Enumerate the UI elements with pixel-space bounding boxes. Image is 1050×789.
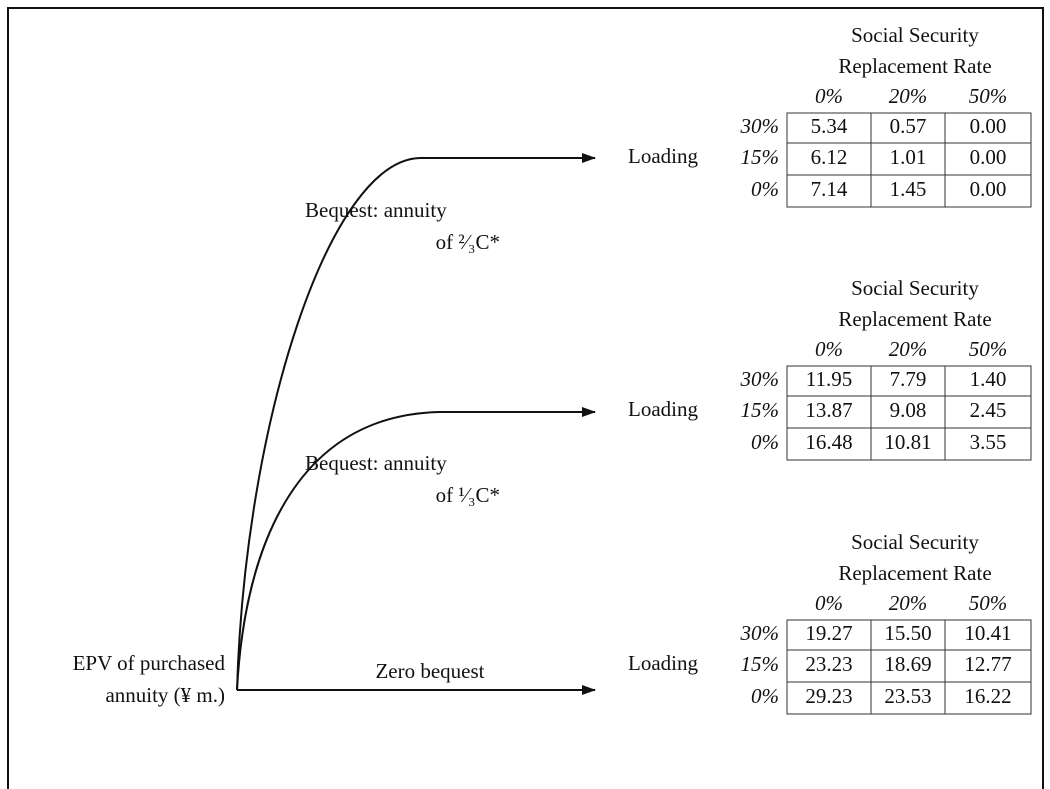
table-title: Social Security xyxy=(851,276,979,300)
cell-value: 5.34 xyxy=(811,114,848,138)
branch-label: Bequest: annuity xyxy=(305,198,447,222)
cell-value: 23.23 xyxy=(805,652,852,676)
table-cell xyxy=(944,681,1032,715)
cell-value: 23.53 xyxy=(884,684,931,708)
row-label: 30% xyxy=(740,114,780,138)
cell-value: 6.12 xyxy=(811,145,848,169)
cell-value: 1.40 xyxy=(970,367,1007,391)
column-header: 0% xyxy=(815,337,843,361)
cell-value: 0.00 xyxy=(970,145,1007,169)
content: Bequest: annuity of ²⁄₃C* Loading Social Se… xyxy=(305,23,1032,715)
table-title: Social Security xyxy=(851,23,979,47)
branch-label: of ²⁄₃C* xyxy=(436,230,500,254)
branch-arrow xyxy=(236,153,596,691)
cell-value: 3.55 xyxy=(970,430,1007,454)
cell-value: 0.00 xyxy=(970,177,1007,201)
column-header: 20% xyxy=(889,84,928,108)
row-label: 15% xyxy=(741,398,780,422)
column-header: 50% xyxy=(969,337,1008,361)
row-label: 0% xyxy=(751,177,779,201)
column-header: 20% xyxy=(889,591,928,615)
table-title: Replacement Rate xyxy=(838,54,991,78)
cell-value: 0.57 xyxy=(890,114,927,138)
cell-value: 18.69 xyxy=(884,652,931,676)
root-label: annuity (¥ m.) xyxy=(105,683,225,707)
cell-value: 1.45 xyxy=(890,177,927,201)
cell-value: 15.50 xyxy=(884,621,931,645)
row-label: 0% xyxy=(751,684,779,708)
table-cell xyxy=(944,174,1032,208)
cell-value: 1.01 xyxy=(890,145,927,169)
frame xyxy=(7,7,1044,789)
root-label: EPV of purchased xyxy=(73,651,226,675)
cell-value: 2.45 xyxy=(970,398,1007,422)
branch-label: of ¹⁄₃C* xyxy=(436,483,500,507)
row-label: 15% xyxy=(741,145,780,169)
table-title: Replacement Rate xyxy=(838,561,991,585)
cell-value: 19.27 xyxy=(805,621,852,645)
cell-value: 10.81 xyxy=(884,430,931,454)
branch-label: Bequest: annuity xyxy=(305,451,447,475)
branch-arrow xyxy=(236,407,596,691)
cell-value: 9.08 xyxy=(890,398,927,422)
cell-value: 0.00 xyxy=(970,114,1007,138)
column-header: 50% xyxy=(969,84,1008,108)
row-label: 30% xyxy=(740,367,780,391)
target-label: Loading xyxy=(628,397,698,421)
row-label: 30% xyxy=(740,621,780,645)
target-label: Loading xyxy=(628,144,698,168)
cell-value: 12.77 xyxy=(964,652,1011,676)
cell-value: 16.22 xyxy=(964,684,1011,708)
column-header: 50% xyxy=(969,591,1008,615)
row-label: 15% xyxy=(741,652,780,676)
row-label: 0% xyxy=(751,430,779,454)
cell-value: 7.14 xyxy=(811,177,848,201)
branch-label: Zero bequest xyxy=(375,659,484,683)
cell-value: 16.48 xyxy=(805,430,852,454)
cell-value: 10.41 xyxy=(964,621,1011,645)
cell-value: 11.95 xyxy=(806,367,852,391)
column-header: 20% xyxy=(889,337,928,361)
target-label: Loading xyxy=(628,651,698,675)
cell-value: 13.87 xyxy=(805,398,852,422)
column-header: 0% xyxy=(815,591,843,615)
table-title: Social Security xyxy=(851,530,979,554)
column-header: 0% xyxy=(815,84,843,108)
cell-value: 7.79 xyxy=(890,367,927,391)
table-cell xyxy=(944,427,1032,461)
table-title: Replacement Rate xyxy=(838,307,991,331)
cell-value: 29.23 xyxy=(805,684,852,708)
